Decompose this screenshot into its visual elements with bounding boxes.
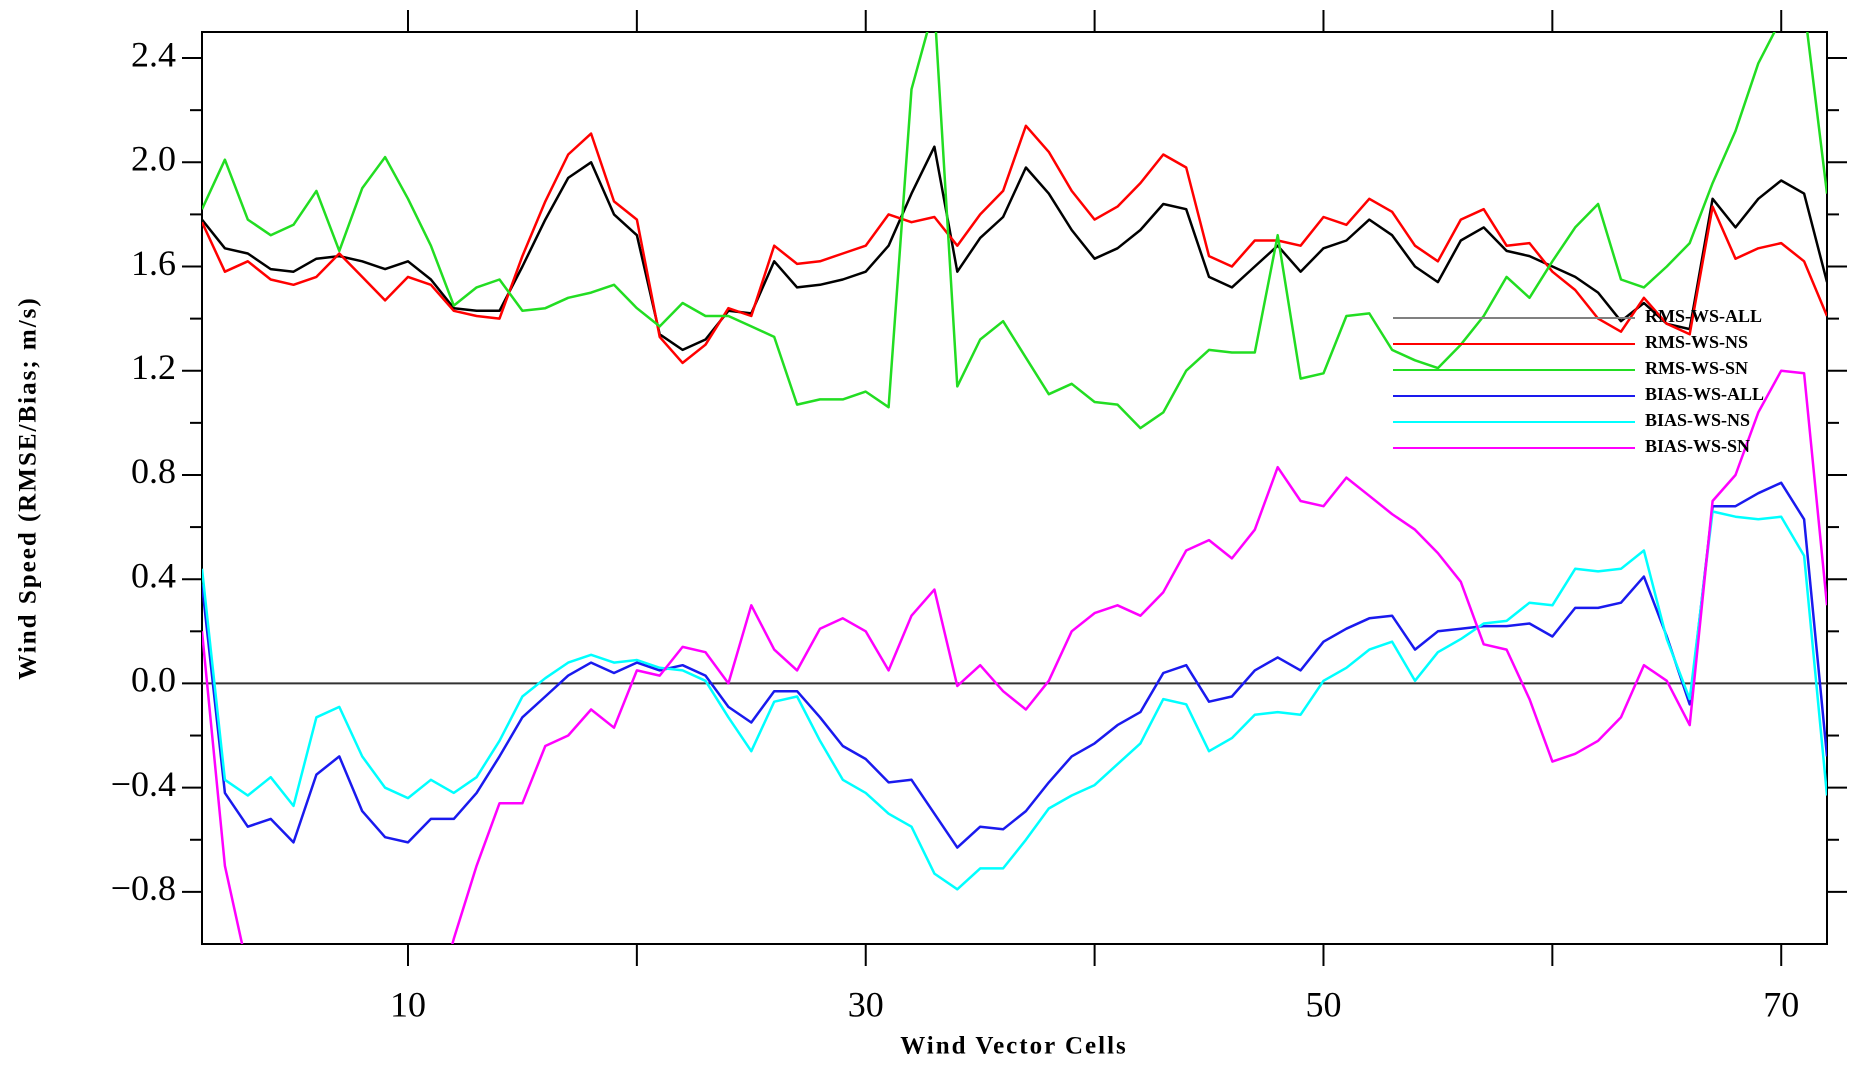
series-line xyxy=(202,369,1827,944)
legend-label: RMS-WS-ALL xyxy=(1645,306,1762,326)
y-tick-label: 0.0 xyxy=(131,660,176,700)
plot-frame xyxy=(201,31,1828,945)
y-tick-label: −0.8 xyxy=(111,868,176,908)
y-tick-label: 0.8 xyxy=(131,451,176,491)
x-tick-label: 10 xyxy=(390,984,426,1024)
y-tick-label: 1.2 xyxy=(131,347,176,387)
y-tick-label: −0.4 xyxy=(111,764,176,804)
y-tick-label: 1.6 xyxy=(131,243,176,283)
series-line xyxy=(202,124,1827,365)
legend-label: RMS-WS-NS xyxy=(1645,332,1748,352)
y-tick-label: 2.0 xyxy=(131,139,176,179)
legend-label: BIAS-WS-SN xyxy=(1645,436,1750,456)
series-line xyxy=(202,481,1827,849)
legend-label: RMS-WS-SN xyxy=(1645,358,1748,378)
y-tick-label: 0.4 xyxy=(131,555,176,595)
series-line xyxy=(202,32,1827,430)
x-tick-label: 30 xyxy=(848,984,884,1024)
x-axis-title: Wind Vector Cells xyxy=(900,1033,1128,1060)
y-tick-label: 2.4 xyxy=(131,34,176,74)
legend-label: BIAS-WS-NS xyxy=(1645,410,1750,430)
series-line xyxy=(202,145,1827,352)
plot-area xyxy=(202,32,1827,944)
legend-label: BIAS-WS-ALL xyxy=(1645,384,1764,404)
series-line xyxy=(202,510,1827,891)
x-tick-label: 50 xyxy=(1305,984,1341,1024)
x-tick-label: 70 xyxy=(1763,984,1799,1024)
y-axis-title: Wind Speed (RMSE/Bias; m/s) xyxy=(15,296,42,679)
